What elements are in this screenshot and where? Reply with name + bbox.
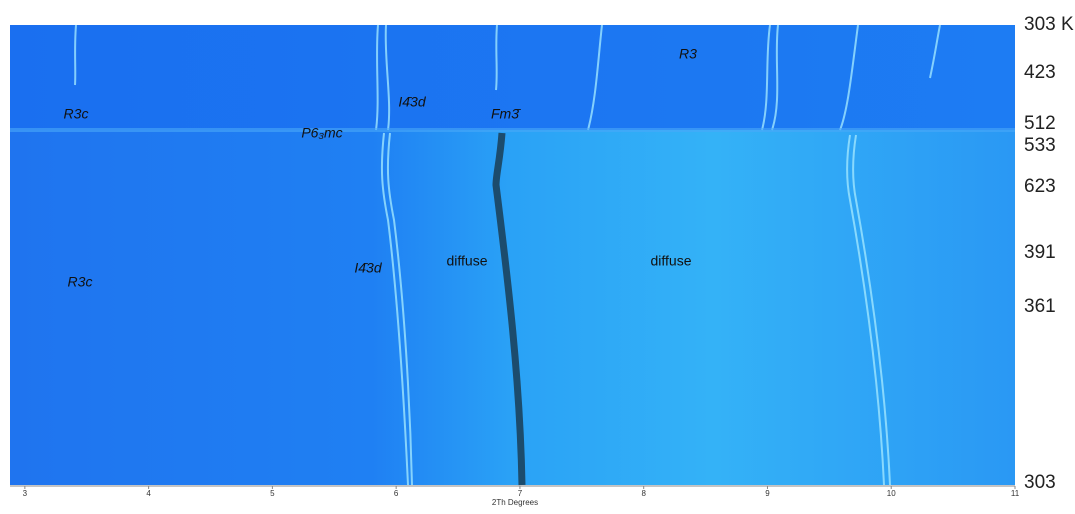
phase-label: Fm3̄ <box>491 106 521 122</box>
phase-label: P6₃mc <box>301 125 342 141</box>
phase-label: R3 <box>679 46 697 62</box>
x-tick-label: 7 <box>518 489 523 498</box>
x-tick-label: 6 <box>394 489 399 498</box>
x-tick-label: 8 <box>641 489 646 498</box>
phase-label: diffuse <box>651 253 692 269</box>
phase-label: diffuse <box>447 253 488 269</box>
x-tick-label: 4 <box>146 489 151 498</box>
temperature-labels: 303 K 423 512 533 623 391 361 303 <box>1024 14 1074 493</box>
temperature-label: 533 <box>1024 135 1056 156</box>
temperature-label: 361 <box>1024 296 1056 317</box>
phase-label: I4̄3d <box>398 94 426 110</box>
x-axis-label: 2Th Degrees <box>492 498 538 507</box>
x-tick-label: 10 <box>887 489 896 498</box>
temperature-label: 423 <box>1024 62 1056 83</box>
chart: R3c P6₃mc I4̄3d Fm3̄ R3 I4̄3d diffuse di… <box>0 0 1075 509</box>
phase-label: R3c <box>64 106 89 122</box>
x-tick-label: 11 <box>1011 489 1020 498</box>
temperature-label: 303 <box>1024 472 1056 493</box>
phase-label: R3c <box>68 274 93 290</box>
phase-label: I4̄3d <box>354 260 382 276</box>
x-tick-label: 3 <box>23 489 28 498</box>
temperature-label: 623 <box>1024 176 1056 197</box>
temperature-label: 391 <box>1024 242 1056 263</box>
temperature-label: 303 K <box>1024 14 1074 35</box>
temperature-label: 512 <box>1024 113 1056 134</box>
x-tick-label: 5 <box>270 489 275 498</box>
x-tick-label: 9 <box>765 489 770 498</box>
heatmap-image <box>10 25 1015 485</box>
